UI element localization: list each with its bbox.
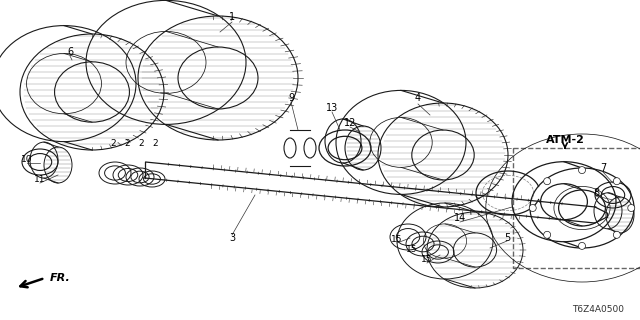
Text: 9: 9 xyxy=(288,93,294,103)
Circle shape xyxy=(529,204,536,212)
Circle shape xyxy=(579,243,586,249)
Text: 11: 11 xyxy=(35,175,45,185)
Text: 7: 7 xyxy=(600,163,606,173)
Text: 15: 15 xyxy=(406,245,418,254)
Text: 6: 6 xyxy=(67,47,73,57)
Text: 8: 8 xyxy=(593,188,599,198)
Circle shape xyxy=(579,167,586,173)
Text: 3: 3 xyxy=(229,233,235,243)
Text: 12: 12 xyxy=(344,118,356,128)
Text: 15: 15 xyxy=(421,255,433,265)
Text: 2: 2 xyxy=(124,139,130,148)
Text: 10: 10 xyxy=(21,156,33,164)
Text: ATM-2: ATM-2 xyxy=(545,135,584,145)
Text: FR.: FR. xyxy=(50,273,71,283)
Text: 2: 2 xyxy=(138,139,144,148)
Text: 5: 5 xyxy=(504,233,510,243)
Circle shape xyxy=(613,178,620,185)
Circle shape xyxy=(613,231,620,238)
Text: 14: 14 xyxy=(454,213,466,223)
Text: 1: 1 xyxy=(229,12,235,22)
Text: 2: 2 xyxy=(110,139,116,148)
Circle shape xyxy=(543,231,550,238)
Text: 2: 2 xyxy=(152,139,158,148)
Text: 13: 13 xyxy=(326,103,338,113)
Text: 4: 4 xyxy=(415,93,421,103)
Circle shape xyxy=(543,178,550,185)
Text: 15: 15 xyxy=(391,236,403,244)
Text: T6Z4A0500: T6Z4A0500 xyxy=(572,306,624,315)
Circle shape xyxy=(628,204,635,212)
